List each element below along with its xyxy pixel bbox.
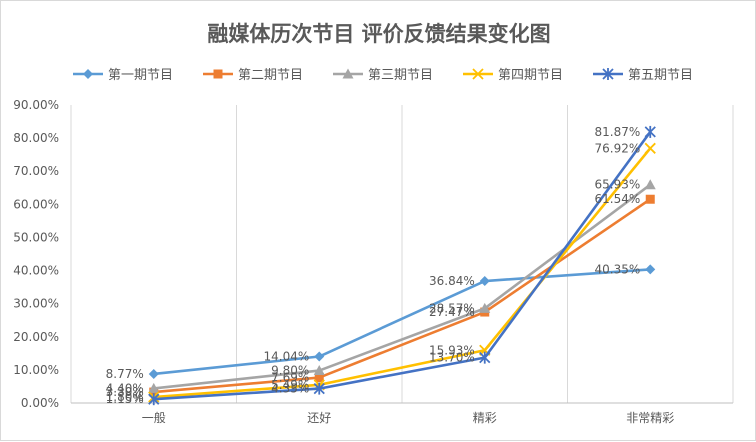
legend-label: 第一期节目 <box>108 68 173 83</box>
chart-data-labels: 8.77% 14.04% 36.84% 40.35% 3.30% 7.69% 27.47% 6… <box>106 125 641 406</box>
x-tick-label: 非常精彩 <box>626 411 674 425</box>
data-label: 4.40% <box>106 381 144 395</box>
data-label: 36.84% <box>429 274 475 288</box>
x-tick-label: 精彩 <box>473 411 497 425</box>
chart-axes: 0.00% 10.00% 20.00% 30.00% 40.00% 50.00% 60.00… <box>13 98 733 425</box>
y-tick-label: 20.00% <box>13 330 59 344</box>
series-5-point <box>313 382 325 395</box>
data-label: 7.69% <box>271 371 309 385</box>
data-label: 5.49% <box>271 378 309 392</box>
series-3-point <box>644 179 656 190</box>
data-label: 65.93% <box>594 178 640 192</box>
y-tick-label: 40.00% <box>13 264 59 278</box>
chart-gridlines <box>70 105 734 403</box>
series-5-point <box>148 393 160 406</box>
series-line-5 <box>152 130 652 401</box>
y-tick-label: 0.00% <box>21 396 59 410</box>
data-label: 14.04% <box>263 350 309 364</box>
legend-marker <box>83 69 93 79</box>
legend-item-1: 第一期节目 <box>73 68 173 83</box>
series-2-point <box>314 373 324 383</box>
x-tick-label: 一般 <box>142 410 166 425</box>
series-3-point <box>313 365 325 376</box>
y-tick-label: 80.00% <box>13 131 59 145</box>
chart-legend: 第一期节目 第二期节目 第三期节目 第四期节目 第五期节目 <box>73 68 693 83</box>
data-label: 1.15% <box>106 392 144 406</box>
data-label: 28.57% <box>429 301 475 315</box>
y-tick-label: 70.00% <box>13 164 59 178</box>
series-1-point <box>645 264 656 275</box>
data-label: 8.77% <box>106 367 144 381</box>
legend-item-3: 第三期节目 <box>333 68 433 83</box>
series-1-point <box>314 351 325 362</box>
data-label: 1.80% <box>106 390 144 404</box>
series-line-4 <box>152 147 652 399</box>
y-tick-label: 30.00% <box>13 297 59 311</box>
series-4-point <box>644 142 656 154</box>
data-label: 3.30% <box>106 385 144 399</box>
data-label: 4.35% <box>271 382 309 396</box>
series-1-point <box>148 368 159 379</box>
legend-marker <box>342 68 354 79</box>
data-label: 61.54% <box>594 192 640 206</box>
data-label: 15.93% <box>429 343 475 357</box>
legend-item-4: 第四期节目 <box>463 68 563 83</box>
x-tick-label: 还好 <box>307 411 331 425</box>
series-3-point <box>479 302 491 313</box>
series-line-1 <box>152 268 652 376</box>
legend-marker <box>213 69 223 79</box>
legend-label: 第四期节目 <box>498 68 563 83</box>
series-2-point <box>645 194 655 204</box>
data-label: 27.47% <box>429 305 475 319</box>
legend-label: 第二期节目 <box>238 68 303 83</box>
series-1-point <box>479 276 490 287</box>
chart-series <box>148 125 656 406</box>
legend-marker <box>472 68 484 80</box>
y-tick-label: 50.00% <box>13 230 59 244</box>
data-label: 9.80% <box>271 364 309 378</box>
y-tick-label: 60.00% <box>13 197 59 211</box>
y-tick-label: 10.00% <box>13 363 59 377</box>
legend-label: 第三期节目 <box>368 68 433 83</box>
series-5-point <box>644 125 656 138</box>
data-label: 40.35% <box>594 262 640 276</box>
series-3-point <box>148 382 160 393</box>
legend-label: 第五期节目 <box>628 68 693 83</box>
series-5-point <box>479 351 491 364</box>
series-line-2 <box>152 197 652 394</box>
legend-item-2: 第二期节目 <box>203 68 303 83</box>
data-label: 81.87% <box>594 125 640 139</box>
y-tick-label: 90.00% <box>13 98 59 112</box>
chart-title: 融媒体历次节目 评价反馈结果变化图 <box>207 22 550 46</box>
legend-item-5: 第五期节目 <box>593 68 693 83</box>
data-label: 76.92% <box>594 141 640 155</box>
data-label: 13.70% <box>429 351 475 365</box>
legend-marker <box>602 68 614 80</box>
